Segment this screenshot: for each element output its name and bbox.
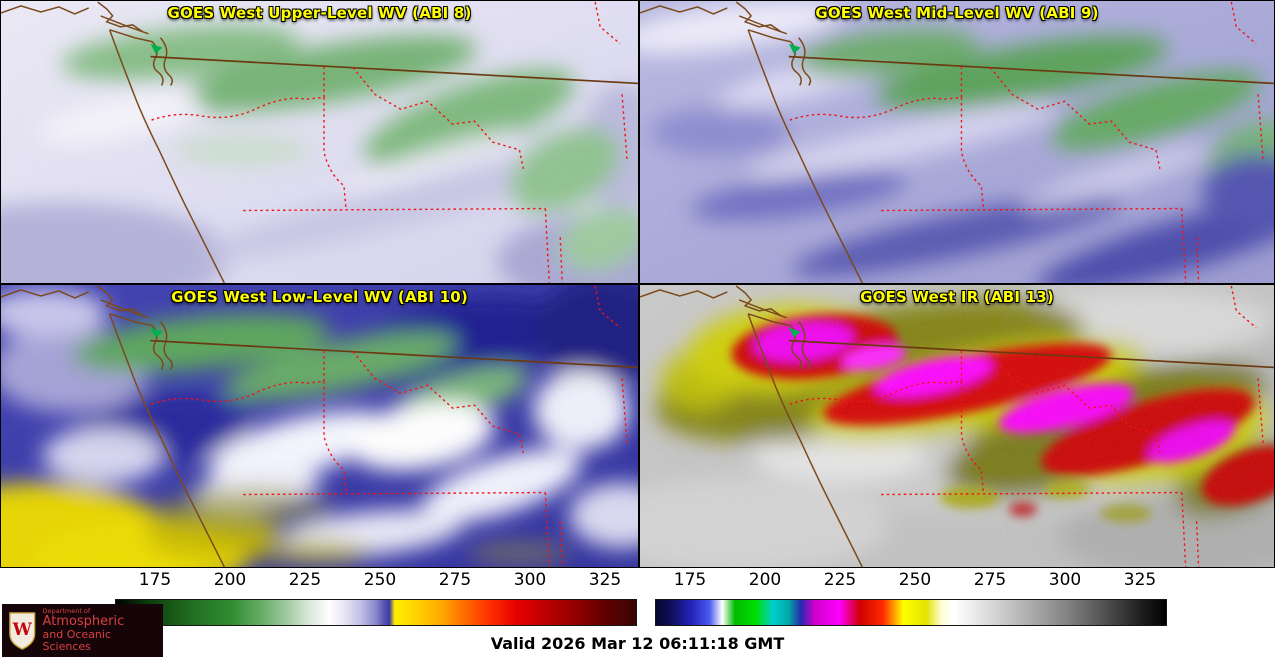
satellite-image-mid-wv	[640, 1, 1274, 283]
ir-tick-label: 200	[748, 570, 782, 590]
wv-tick-label: 300	[513, 570, 547, 590]
wv-tick-label: 175	[138, 570, 172, 590]
satellite-image-upper-wv	[1, 1, 638, 283]
logo-line-oceanic: and Oceanic Sciences	[42, 628, 112, 654]
wv-tick-label: 275	[438, 570, 472, 590]
ir-tick-label: 275	[973, 570, 1007, 590]
university-crest-icon: W	[9, 611, 36, 650]
logo-text-block: Department of Atmospheric and Oceanic Sc…	[42, 606, 157, 654]
department-logo: W Department of Atmospheric and Oceanic …	[2, 604, 163, 657]
wv-tick-label: 200	[213, 570, 247, 590]
logo-line-atmospheric: Atmospheric	[42, 613, 125, 629]
logo-line-department: Department of	[42, 606, 91, 615]
legend-strip: 175 200 225 250 275 300 325 175 200 225 …	[0, 568, 1275, 659]
wv-colorbar	[115, 599, 637, 626]
panel-upper-level-wv: GOES West Upper-Level WV (ABI 8)	[0, 0, 639, 284]
valid-time-text: Valid 2026 Mar 12 06:11:18 GMT	[490, 634, 785, 653]
ir-tick-label: 300	[1048, 570, 1082, 590]
satellite-image-ir	[640, 285, 1274, 567]
quad-panel-grid: GOES West Upper-Level WV (ABI 8)	[0, 0, 1275, 568]
panel-low-level-wv: GOES West Low-Level WV (ABI 10)	[0, 284, 639, 568]
wv-tick-label: 250	[363, 570, 397, 590]
ir-tick-label: 325	[1123, 570, 1157, 590]
panel-title-mid-wv: GOES West Mid-Level WV (ABI 9)	[815, 4, 1099, 22]
ir-colorbar	[655, 599, 1167, 626]
wv-tick-label: 325	[588, 570, 622, 590]
panel-title-low-wv: GOES West Low-Level WV (ABI 10)	[171, 288, 468, 306]
panel-ir: GOES West IR (ABI 13)	[639, 284, 1275, 568]
panel-title-ir: GOES West IR (ABI 13)	[860, 288, 1054, 306]
panel-title-upper-wv: GOES West Upper-Level WV (ABI 8)	[167, 4, 472, 22]
ir-tick-label: 225	[823, 570, 857, 590]
crest-monogram: W	[12, 619, 33, 639]
satellite-image-low-wv	[1, 285, 638, 567]
wv-tick-label: 225	[288, 570, 322, 590]
panel-mid-level-wv: GOES West Mid-Level WV (ABI 9)	[639, 0, 1275, 284]
ir-tick-label: 250	[898, 570, 932, 590]
ir-tick-label: 175	[673, 570, 707, 590]
